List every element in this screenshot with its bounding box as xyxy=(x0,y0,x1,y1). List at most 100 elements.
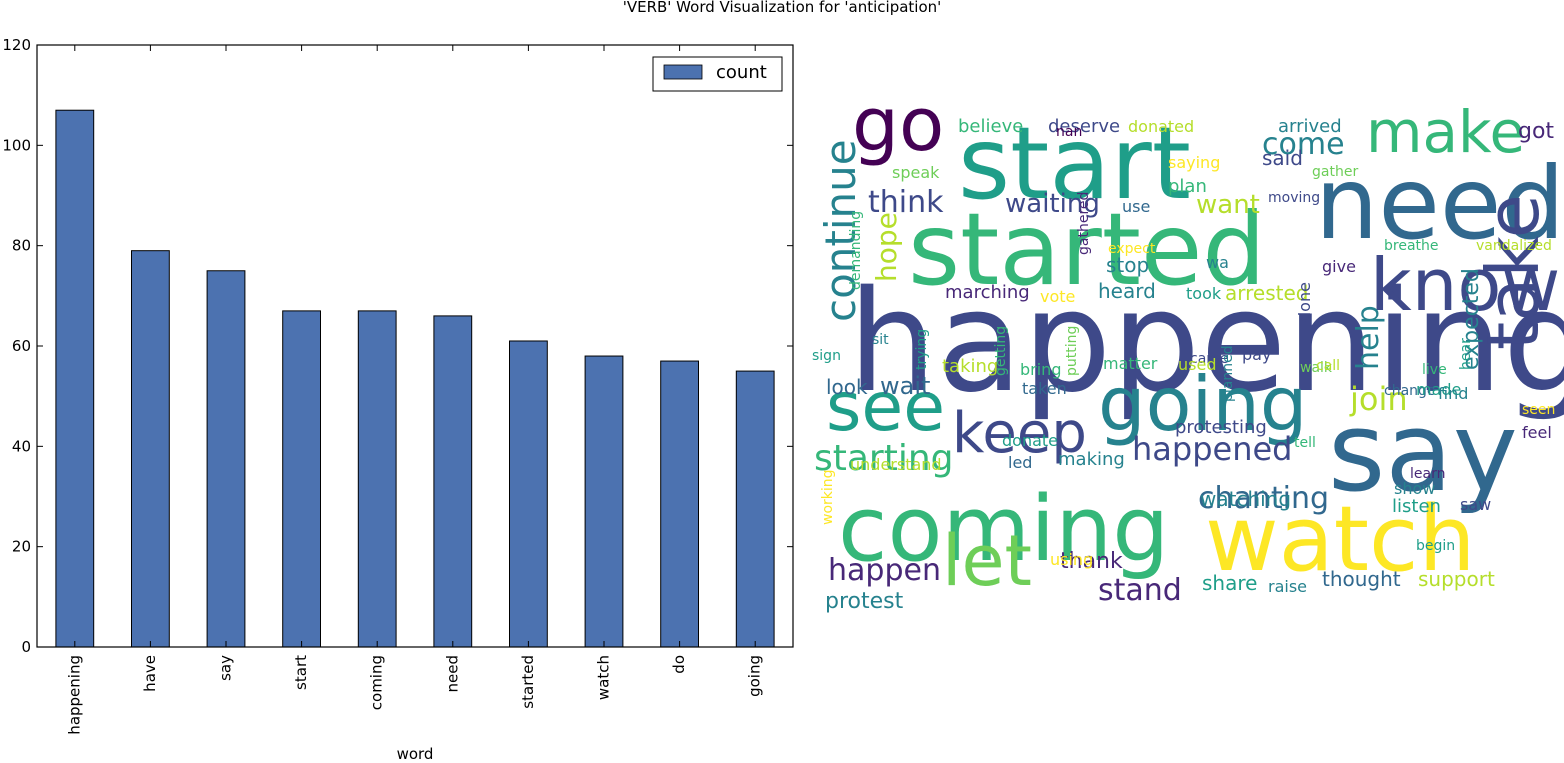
cloud-word-watch: watch xyxy=(1205,487,1476,592)
x-axis-label: word xyxy=(397,745,434,763)
bar-have xyxy=(131,250,170,648)
cloud-word-use: use xyxy=(1122,197,1150,216)
cloud-word-working: working xyxy=(820,469,836,525)
cloud-word-find: find xyxy=(1438,384,1468,403)
cloud-word-saw: saw xyxy=(1460,495,1491,514)
cloud-word-start: start xyxy=(958,105,1191,222)
y-tick-label: 0 xyxy=(21,638,31,656)
cloud-word-said: said xyxy=(1262,146,1303,170)
cloud-word-breathe: breathe xyxy=(1384,238,1439,254)
cloud-word-see: see xyxy=(826,368,945,447)
cloud-word-used: used xyxy=(1178,355,1216,374)
cloud-word-getting: getting xyxy=(993,326,1009,376)
cloud-word-marching: marching xyxy=(945,282,1030,303)
cloud-word-support: support xyxy=(1418,567,1495,591)
cloud-word-continue: continue xyxy=(816,139,865,322)
cloud-word-planned: planned xyxy=(1220,345,1236,402)
cloud-word-think: think xyxy=(868,185,944,220)
cloud-word-look: look xyxy=(826,375,868,399)
cloud-word-begin: begin xyxy=(1416,538,1455,554)
cloud-word-stand: stand xyxy=(1098,573,1182,608)
cloud-word-tell: tell xyxy=(1294,435,1316,451)
cloud-word-show: show xyxy=(1394,479,1435,498)
cloud-word-wait: wait xyxy=(880,372,930,400)
cloud-word-arrived: arrived xyxy=(1278,116,1342,137)
x-tick-label: coming xyxy=(368,655,386,710)
cloud-word-taken: taken xyxy=(1022,379,1067,398)
legend-swatch xyxy=(663,64,703,80)
cloud-word-donated: donated xyxy=(1128,117,1194,136)
cloud-word-bring: bring xyxy=(1020,360,1061,379)
cloud-word-saying: saying xyxy=(1168,153,1220,172)
cloud-word-thank: thank xyxy=(1060,549,1123,574)
cloud-word-say: say xyxy=(1328,388,1518,516)
y-tick-label: 80 xyxy=(12,237,31,255)
cloud-word-feel: feel xyxy=(1522,423,1552,442)
x-tick-label: started xyxy=(519,655,537,709)
cloud-word-take: take xyxy=(1471,194,1555,350)
x-axis: happening have say start coming need started wa… xyxy=(65,45,764,735)
cloud-word-protesting: protesting xyxy=(1175,417,1267,438)
cloud-word-let: let xyxy=(942,520,1032,602)
bars-layer xyxy=(55,109,775,648)
bar-chart: 0 20 40 60 80 100 120 happening have say start com… xyxy=(2,36,794,763)
cloud-word-sit: sit xyxy=(872,332,889,348)
cloud-word-donate: donate xyxy=(1002,431,1058,450)
cloud-word-need: need xyxy=(1315,145,1564,262)
bar-start xyxy=(282,310,322,648)
cloud-word-stop: stop xyxy=(1106,253,1149,277)
cloud-word-understand: understand xyxy=(850,455,942,474)
cloud-word-happen: happen xyxy=(828,553,941,588)
x-tick-label: say xyxy=(217,655,235,681)
y-tick-label: 60 xyxy=(12,337,31,355)
x-tick-label: watch xyxy=(595,655,613,700)
y-tick-label: 120 xyxy=(2,36,31,54)
x-tick-label: going xyxy=(746,655,764,697)
bar-need xyxy=(433,315,473,648)
cloud-word-led: led xyxy=(1008,453,1032,472)
cloud-word-chanting: chanting xyxy=(1198,481,1329,516)
cloud-word-gather: gather xyxy=(1312,164,1358,180)
cloud-word-help: help xyxy=(1351,305,1386,370)
cloud-word-walk: walk xyxy=(1300,360,1333,376)
y-tick-label: 20 xyxy=(12,538,31,556)
x-tick-label: do xyxy=(670,655,688,674)
y-tick-label: 40 xyxy=(12,437,31,455)
cloud-word-want: want xyxy=(1196,190,1260,220)
cloud-word-gathered: gathered xyxy=(1076,192,1092,255)
cloud-word-demanding: demanding xyxy=(848,211,864,290)
cloud-word-wa: wa xyxy=(1206,253,1229,272)
cloud-word-speak: speak xyxy=(892,163,940,182)
cloud-word-hear: hear xyxy=(1458,338,1474,370)
cloud-word-took: took xyxy=(1186,284,1222,303)
cloud-word-believe: believe xyxy=(958,116,1023,137)
y-tick-label: 100 xyxy=(2,136,31,154)
x-tick-label: have xyxy=(141,655,159,692)
bar-coming xyxy=(357,310,397,648)
cloud-word-happened: happened xyxy=(1132,430,1292,468)
cloud-word-making: making xyxy=(1058,449,1125,470)
cloud-word-sign: sign xyxy=(812,348,841,364)
cloud-word-come: come xyxy=(1262,127,1345,162)
cloud-word-made: made xyxy=(1416,380,1461,399)
cloud-word-matter: matter xyxy=(1103,354,1158,373)
cloud-word-heard: heard xyxy=(1098,279,1156,303)
cloud-word-trying: trying xyxy=(914,329,930,370)
cloud-word-arrested: arrested xyxy=(1225,281,1308,305)
cloud-word-waiting: waiting xyxy=(1005,189,1100,219)
cloud-word-thought: thought xyxy=(1322,567,1401,591)
bar-going xyxy=(735,370,775,648)
cloud-word-going: going xyxy=(1098,360,1307,448)
cloud-word-protest: protest xyxy=(825,589,904,614)
cloud-word-nan: nan xyxy=(1056,124,1082,140)
cloud-word-coming: coming xyxy=(838,477,1169,582)
cloud-word-call: call xyxy=(1316,358,1340,374)
cloud-word-came: came xyxy=(1190,351,1229,367)
cloud-word-make: make xyxy=(1366,98,1525,166)
cloud-word-putting: putting xyxy=(1064,326,1080,376)
y-axis: 0 20 40 60 80 100 120 xyxy=(2,36,793,656)
cloud-word-plan: plan xyxy=(1168,176,1207,197)
x-tick-label: start xyxy=(292,655,310,690)
